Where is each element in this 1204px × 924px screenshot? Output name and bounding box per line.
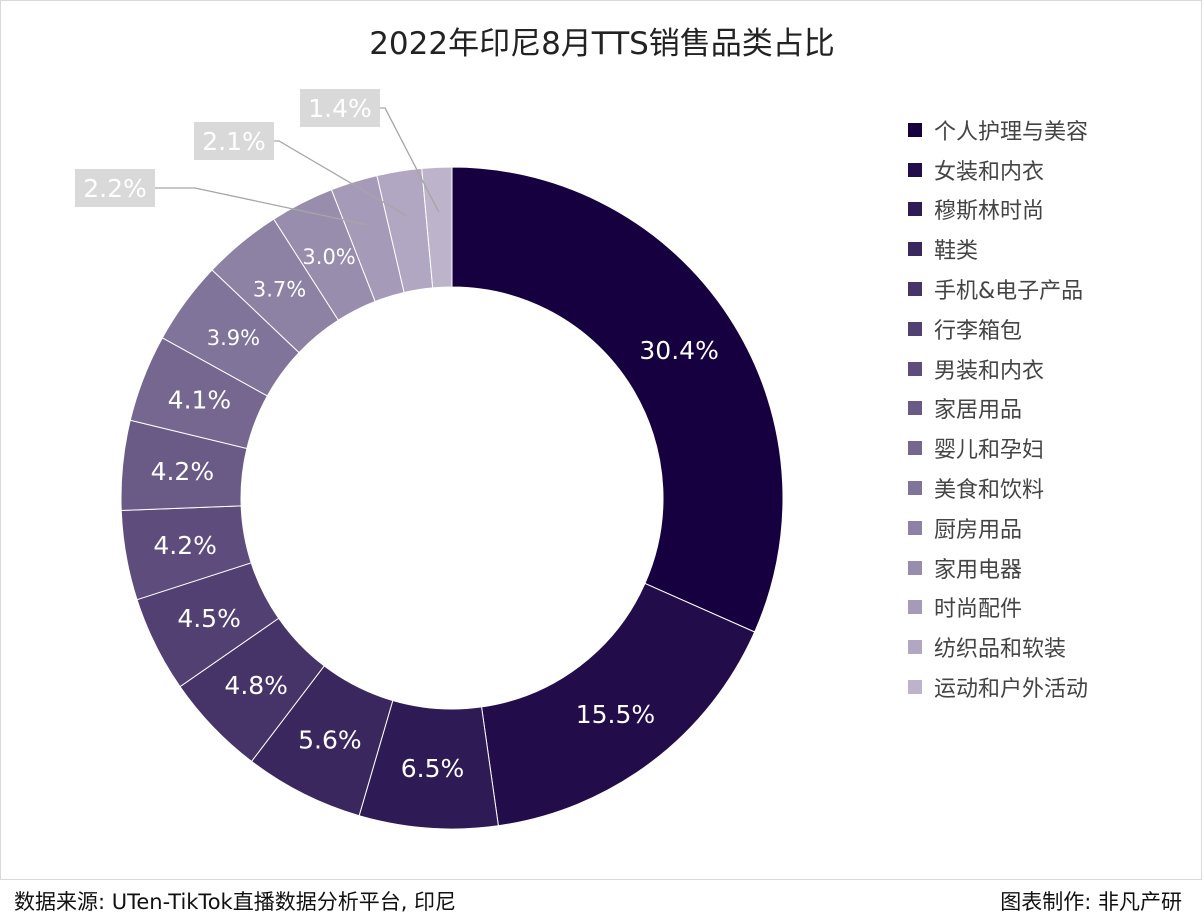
donut-slice: [480, 582, 756, 827]
legend-swatch: [908, 162, 922, 177]
legend-swatch: [908, 242, 922, 257]
legend-item: 运动和户外活动: [908, 667, 1088, 707]
data-label: 4.1%: [168, 385, 232, 414]
legend-swatch: [908, 202, 922, 217]
leader-line: [380, 107, 440, 213]
legend-item: 美食和饮料: [908, 468, 1088, 508]
legend-item: 家居用品: [908, 389, 1088, 429]
legend-label: 个人护理与美容: [934, 119, 1089, 145]
legend-label: 鞋类: [934, 239, 979, 265]
legend-label: 穆斯林时尚: [934, 199, 1045, 225]
legend-swatch: [908, 441, 922, 456]
legend-swatch: [908, 282, 922, 297]
legend-swatch: [908, 481, 922, 496]
legend-swatch: [908, 680, 922, 695]
legend-item: 纺织品和软装: [908, 627, 1088, 667]
legend-item: 厨房用品: [908, 508, 1088, 548]
legend-item: 手机&电子产品: [908, 269, 1088, 309]
donut-slice: [451, 166, 784, 633]
legend-item: 穆斯林时尚: [908, 190, 1088, 230]
legend-item: 女装和内衣: [908, 150, 1088, 190]
legend-label: 家用电器: [934, 557, 1023, 583]
legend-swatch: [908, 122, 922, 137]
legend-label: 婴儿和孕妇: [934, 438, 1045, 464]
data-label: 30.4%: [639, 336, 718, 365]
legend-label: 男装和内衣: [934, 358, 1045, 384]
leader-line: [274, 140, 407, 217]
legend-label: 手机&电子产品: [934, 279, 1084, 305]
legend-swatch: [908, 600, 922, 615]
legend-label: 时尚配件: [934, 597, 1023, 623]
legend-swatch: [908, 560, 922, 575]
legend-label: 纺织品和软装: [934, 637, 1067, 663]
legend-item: 鞋类: [908, 229, 1088, 269]
legend-label: 女装和内衣: [934, 159, 1045, 185]
data-label: 1.4%: [308, 94, 372, 123]
data-label: 2.1%: [202, 127, 266, 156]
chart-title: 2022年印尼8月TTS销售品类占比: [369, 26, 835, 62]
legend-label: 家居用品: [934, 398, 1023, 424]
legend-label: 厨房用品: [934, 517, 1023, 543]
donut-slice: [421, 166, 453, 289]
legend-item: 行李箱包: [908, 309, 1088, 349]
data-label: 3.7%: [253, 277, 306, 301]
legend-swatch: [908, 640, 922, 655]
legend-swatch: [908, 361, 922, 376]
data-label: 3.0%: [302, 245, 355, 269]
data-label: 15.5%: [576, 700, 655, 729]
data-label: 6.5%: [401, 754, 465, 783]
credit-note: 图表制作: 非凡产研: [1000, 890, 1182, 914]
chart-frame: [0, 0, 1202, 880]
legend-swatch: [908, 520, 922, 535]
legend-swatch: [908, 321, 922, 336]
data-label: 4.5%: [177, 604, 241, 633]
data-label: 4.2%: [153, 531, 217, 560]
legend: 个人护理与美容 女装和内衣穆斯林时尚鞋类手机&电子产品 行李箱包男装和内衣家居用品婴…: [908, 110, 1088, 707]
data-label-box: [300, 89, 380, 127]
legend-item: 婴儿和孕妇: [908, 428, 1088, 468]
legend-swatch: [908, 401, 922, 416]
data-label-box: [75, 169, 155, 207]
legend-label: 美食和饮料: [934, 478, 1045, 504]
legend-item: 家用电器: [908, 548, 1088, 588]
data-label: 4.2%: [151, 457, 215, 486]
legend-label: 行李箱包: [934, 318, 1023, 344]
data-label: 5.6%: [298, 726, 362, 755]
legend-item: 男装和内衣: [908, 349, 1088, 389]
data-label: 2.2%: [83, 174, 147, 203]
legend-item: 个人护理与美容: [908, 110, 1088, 150]
data-label: 4.8%: [224, 671, 288, 700]
data-label-box: [194, 122, 274, 160]
source-note: 数据来源: UTen-TikTok直播数据分析平台, 印尼: [14, 890, 457, 914]
legend-label: 运动和户外活动: [934, 677, 1089, 703]
data-label: 3.9%: [207, 326, 260, 350]
legend-item: 时尚配件: [908, 588, 1088, 628]
leader-line: [155, 187, 368, 226]
